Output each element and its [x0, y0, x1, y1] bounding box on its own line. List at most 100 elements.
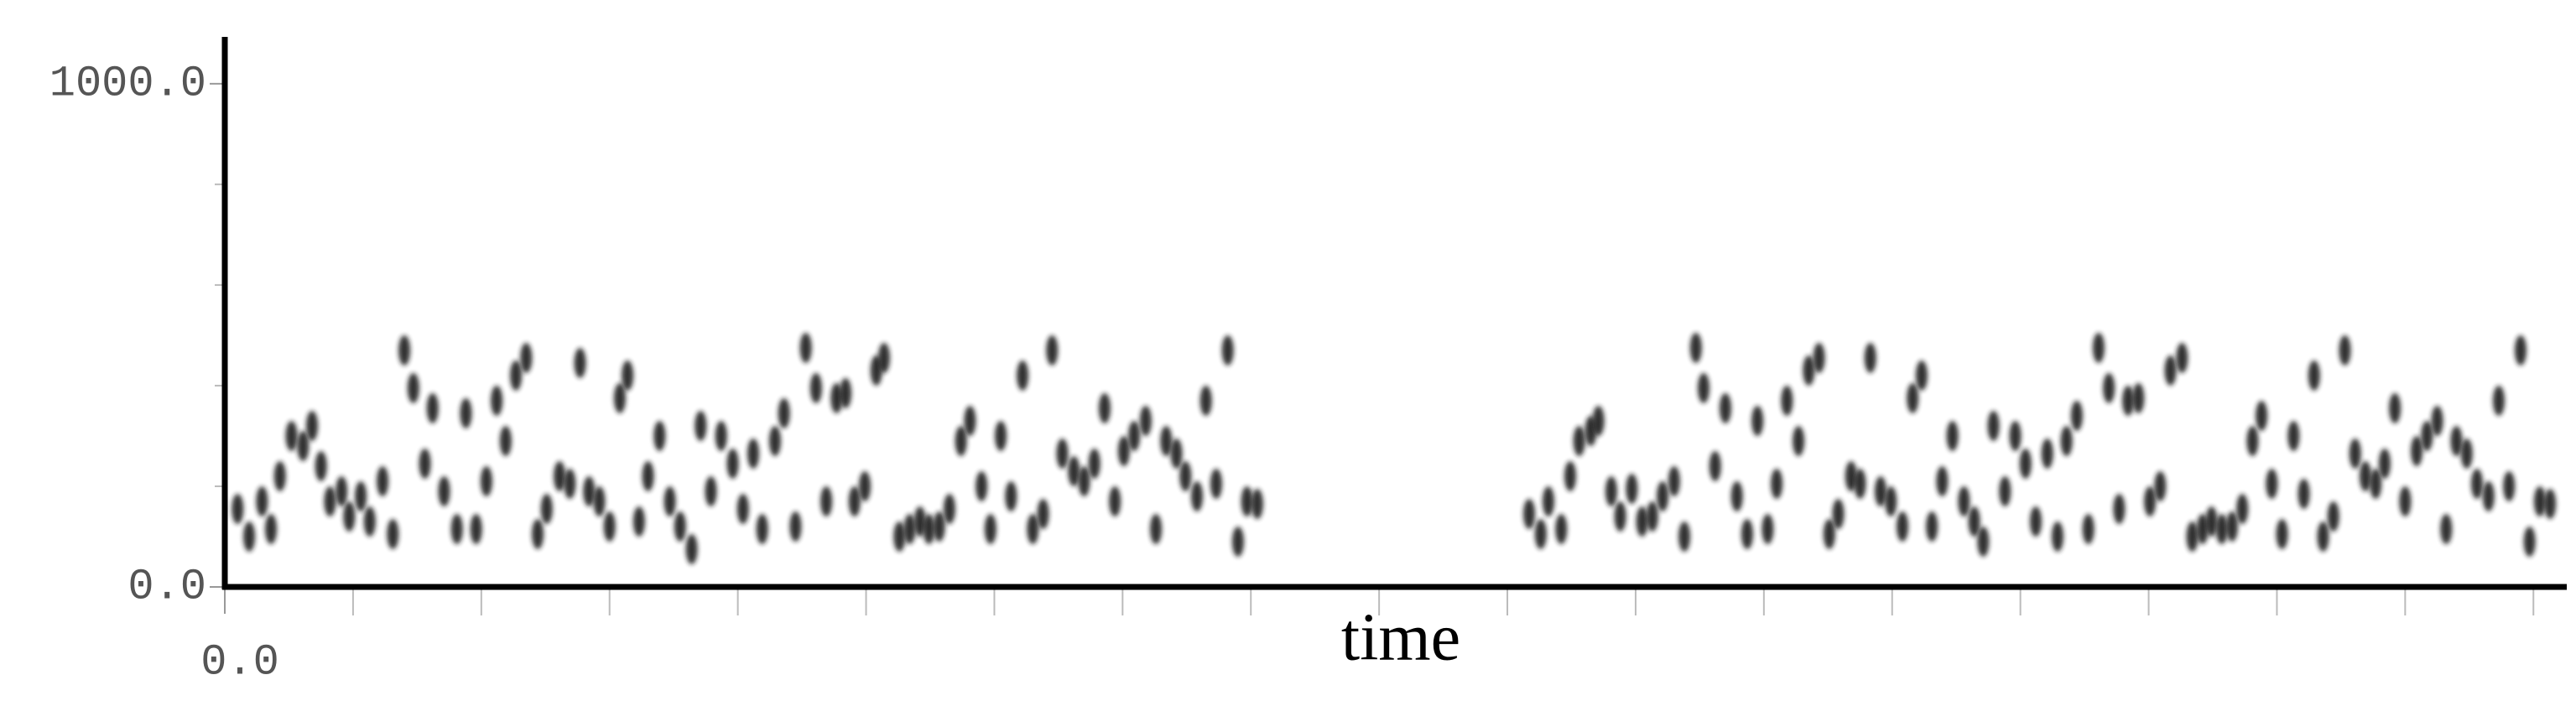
point: [2041, 438, 2053, 469]
point: [265, 513, 278, 544]
point: [1160, 425, 1173, 456]
point: [256, 485, 268, 517]
point: [1697, 372, 1710, 403]
point: [2060, 425, 2073, 456]
point: [2144, 485, 2157, 517]
point: [2225, 511, 2238, 542]
point: [913, 506, 926, 537]
point: [2164, 355, 2177, 386]
point: [2113, 493, 2126, 524]
point: [2492, 385, 2505, 416]
point: [593, 485, 606, 517]
point: [1813, 342, 1825, 373]
point: [778, 397, 790, 428]
point: [470, 513, 482, 544]
point: [1056, 438, 1069, 469]
point: [1078, 465, 1090, 496]
point: [2215, 513, 2228, 544]
point: [1915, 360, 1928, 391]
point: [2176, 342, 2188, 373]
point: [1636, 506, 1648, 537]
y-tick-label: 1000.0: [49, 60, 206, 109]
point: [1068, 455, 1080, 486]
point: [1231, 526, 1244, 557]
point: [1999, 475, 2011, 506]
point: [1221, 335, 1234, 366]
point: [1017, 360, 1029, 391]
point: [923, 513, 935, 544]
point: [273, 460, 286, 491]
point: [1564, 460, 1576, 491]
point: [2236, 493, 2249, 524]
point: [613, 382, 626, 413]
point: [2533, 485, 2546, 517]
point: [1251, 488, 1263, 519]
point: [1241, 485, 1253, 517]
point: [540, 493, 553, 524]
point: [933, 511, 945, 542]
point: [2092, 332, 2105, 363]
point: [848, 485, 861, 517]
point: [1958, 485, 1970, 517]
point: [2349, 438, 2361, 469]
point: [2019, 448, 2032, 479]
point: [520, 342, 533, 373]
point: [1200, 385, 1212, 416]
point: [1179, 460, 1192, 491]
point: [2132, 382, 2145, 413]
point: [1117, 435, 1130, 466]
point: [1626, 473, 1638, 504]
point: [809, 372, 822, 403]
y-tick-label: 0.0: [127, 563, 206, 612]
point: [363, 506, 376, 537]
x-axis-label: time: [1341, 600, 1460, 674]
point: [2287, 420, 2300, 451]
point: [355, 480, 367, 511]
point: [305, 410, 318, 441]
point: [2317, 521, 2329, 552]
point: [2186, 521, 2199, 552]
point: [2246, 425, 2259, 456]
point: [387, 518, 399, 549]
point: [1823, 518, 1835, 549]
point: [2514, 335, 2527, 366]
point: [1139, 405, 1152, 436]
point: [564, 468, 576, 499]
point: [2009, 420, 2022, 451]
point: [232, 493, 244, 524]
point: [789, 511, 802, 542]
point: [1907, 382, 1919, 413]
point: [1896, 511, 1908, 542]
point: [1668, 465, 1680, 496]
point: [1803, 355, 1815, 386]
point: [438, 475, 450, 506]
point: [2154, 470, 2167, 501]
point: [297, 430, 310, 461]
point: [285, 420, 298, 451]
point: [2082, 513, 2095, 544]
point: [2411, 435, 2423, 466]
point: [2482, 480, 2495, 511]
point: [499, 425, 512, 456]
point: [2266, 468, 2278, 499]
point: [2523, 526, 2536, 557]
point: [1832, 498, 1845, 529]
point: [1689, 332, 1702, 363]
point: [1845, 460, 1857, 491]
point: [1781, 385, 1793, 416]
point: [820, 485, 833, 517]
point: [2359, 460, 2371, 491]
point: [726, 448, 739, 479]
point: [583, 475, 596, 506]
point: [2450, 425, 2463, 456]
point: [2051, 521, 2063, 552]
point: [574, 347, 586, 378]
point: [1573, 425, 1585, 456]
point: [460, 397, 472, 428]
point: [943, 493, 955, 524]
point: [768, 425, 781, 456]
point: [1614, 501, 1626, 532]
point: [343, 501, 356, 532]
